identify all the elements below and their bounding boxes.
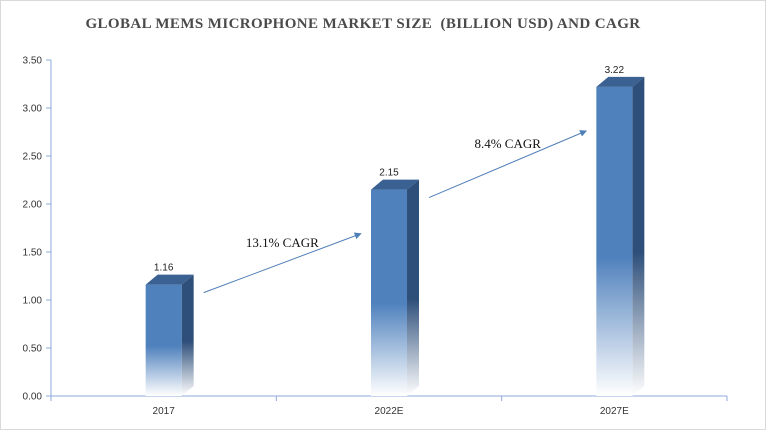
cagr-label: 8.4% CAGR: [474, 136, 541, 151]
bar-side: [407, 179, 419, 396]
y-tick-label: 0.00: [23, 392, 43, 403]
y-tick-label: 2.00: [23, 200, 43, 211]
chart-title: GLOBAL MEMS MICROPHONE MARKET SIZE (BILL…: [85, 16, 641, 32]
cagr-arrow: [428, 130, 587, 199]
y-tick-label: 3.50: [23, 56, 43, 67]
y-tick-label: 2.50: [23, 152, 43, 163]
bar-top: [596, 76, 645, 87]
y-tick-label: 3.00: [23, 104, 43, 115]
cagr-label: 13.1% CAGR: [246, 235, 319, 250]
bar-side: [181, 274, 194, 396]
data-label: 1.16: [154, 263, 174, 274]
bar: [371, 189, 407, 396]
bar-top: [371, 179, 419, 190]
y-tick-label: 1.00: [23, 296, 43, 307]
x-tick-label: 2027E: [600, 406, 629, 417]
bar-top: [145, 274, 194, 285]
y-tick-label: 0.50: [23, 344, 43, 355]
y-tick-label: 1.50: [23, 248, 43, 259]
cagr-arrow: [203, 232, 362, 294]
data-label: 2.15: [379, 168, 399, 179]
x-tick-label: 2022E: [375, 406, 404, 417]
x-tick-label: 2017: [153, 406, 176, 417]
bar: [596, 86, 633, 396]
data-label: 3.22: [605, 65, 625, 76]
bar: [145, 284, 182, 396]
bar-side: [632, 76, 645, 396]
